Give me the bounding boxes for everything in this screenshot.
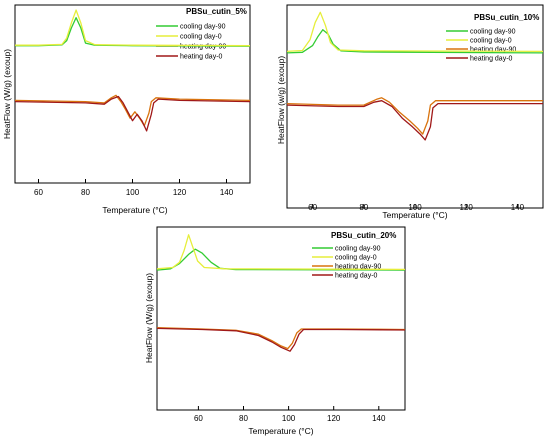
legend-label: heating day-90 bbox=[470, 47, 516, 54]
x-tick-label: 120 bbox=[173, 188, 187, 197]
panel-10pct: PBSu_cutin_10% cooling day-90 cooling da… bbox=[276, 4, 544, 220]
x-axis-title: Temperature (°C) bbox=[248, 426, 313, 436]
y-axis-title: HeatFlow (W/g) (exoup) bbox=[144, 273, 154, 363]
panel-20pct-series bbox=[156, 234, 406, 352]
legend-label: heating day-0 bbox=[470, 56, 513, 63]
series-line-cooling-day-0 bbox=[286, 11, 544, 53]
legend-label: cooling day-0 bbox=[470, 38, 512, 45]
series-line-cooling-day-0 bbox=[156, 234, 406, 271]
legend-label: heating day-90 bbox=[180, 44, 226, 51]
x-tick-label: 60 bbox=[34, 188, 43, 197]
legend-label: cooling day-0 bbox=[180, 34, 222, 41]
panel-5pct-xticks: 60 80 100 120 140 bbox=[34, 179, 234, 197]
x-tick-label: 140 bbox=[511, 203, 525, 212]
series-line-cooling-day-90 bbox=[15, 17, 251, 47]
x-tick-label: 100 bbox=[126, 188, 140, 197]
legend-label: cooling day-0 bbox=[335, 255, 377, 262]
series-line-heating-day-0 bbox=[286, 100, 543, 141]
panel-5pct-frame bbox=[14, 4, 251, 184]
panel-20pct-title: PBSu_cutin_20% bbox=[331, 231, 396, 240]
y-axis-title: HeatFlow (W/g) (exoup) bbox=[2, 49, 12, 139]
panel-10pct-title: PBSu_cutin_10% bbox=[474, 13, 539, 22]
panel-10pct-legend: cooling day-90 cooling day-0 heating day… bbox=[446, 29, 516, 63]
legend-label: cooling day-90 bbox=[180, 24, 226, 31]
legend-label: heating day-0 bbox=[180, 54, 223, 61]
series-line-cooling-day-0 bbox=[15, 9, 251, 47]
legend-label: heating day-0 bbox=[335, 273, 378, 280]
panel-20pct-legend: cooling day-90 cooling day-0 heating day… bbox=[312, 246, 381, 280]
x-axis-title: Temperature (°C) bbox=[382, 210, 447, 220]
y-axis-title: HeatFlow (w/g) (exoup) bbox=[276, 56, 286, 145]
panel-5pct: PBSu_cutin_5% cooling day-90 cooling day… bbox=[2, 4, 251, 215]
x-tick-label: 100 bbox=[282, 414, 296, 423]
x-tick-label: 140 bbox=[372, 414, 386, 423]
series-line-heating-day-90 bbox=[14, 94, 251, 127]
panel-5pct-title: PBSu_cutin_5% bbox=[186, 7, 247, 16]
panel-10pct-series bbox=[286, 11, 544, 141]
x-tick-label: 120 bbox=[327, 414, 341, 423]
series-line-heating-day-90 bbox=[286, 97, 543, 135]
panel-20pct: PBSu_cutin_20% cooling day-90 cooling da… bbox=[144, 226, 406, 436]
panel-5pct-series bbox=[14, 9, 251, 132]
panel-5pct-legend: cooling day-90 cooling day-0 heating day… bbox=[156, 24, 226, 61]
series-line-heating-day-0 bbox=[14, 95, 251, 132]
x-tick-label: 60 bbox=[194, 414, 203, 423]
panel-10pct-xticks: 60 80 100 120 140 bbox=[308, 203, 524, 212]
x-tick-label: 80 bbox=[81, 188, 90, 197]
legend-label: cooling day-90 bbox=[335, 246, 381, 253]
x-tick-label: 80 bbox=[239, 414, 248, 423]
x-tick-label: 120 bbox=[460, 203, 474, 212]
legend-label: heating day-90 bbox=[335, 264, 381, 271]
series-line-heating-day-0 bbox=[156, 327, 406, 352]
legend-label: cooling day-90 bbox=[470, 29, 516, 36]
x-tick-label: 100 bbox=[408, 203, 422, 212]
panel-20pct-xticks: 60 80 100 120 140 bbox=[194, 406, 386, 423]
panel-20pct-frame bbox=[156, 226, 406, 411]
series-line-heating-day-90 bbox=[156, 326, 406, 350]
series-line-cooling-day-90 bbox=[286, 29, 544, 54]
x-tick-label: 60 bbox=[308, 203, 317, 212]
x-tick-label: 80 bbox=[359, 203, 368, 212]
x-axis-title: Temperature (°C) bbox=[102, 205, 167, 215]
x-tick-label: 140 bbox=[220, 188, 234, 197]
